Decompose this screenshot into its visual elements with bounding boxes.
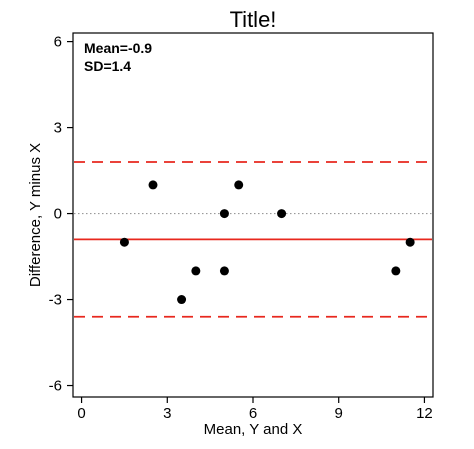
y-tick-label: 3 <box>54 120 62 137</box>
y-tick-label: 6 <box>54 34 62 51</box>
plot-frame <box>72 32 434 398</box>
data-point <box>234 180 244 190</box>
x-tick-label: 6 <box>249 405 257 422</box>
data-point <box>191 266 201 276</box>
x-tick-label: 12 <box>416 405 433 422</box>
y-tick-label: -6 <box>49 378 62 395</box>
sd-annotation: SD=1.4 <box>84 58 131 74</box>
x-tick-label: 3 <box>163 405 171 422</box>
y-tick-label: -3 <box>49 292 62 309</box>
data-point <box>148 180 158 190</box>
chart-title: Title! <box>230 7 277 32</box>
data-point <box>405 237 415 247</box>
data-point <box>119 237 129 247</box>
x-axis-title: Mean, Y and X <box>204 421 303 438</box>
mean-annotation: Mean=-0.9 <box>84 40 152 56</box>
data-point <box>219 209 229 219</box>
y-axis-title: Difference, Y minus X <box>27 143 44 287</box>
x-tick-label: 0 <box>77 405 85 422</box>
x-tick-label: 9 <box>335 405 343 422</box>
data-point <box>277 209 287 219</box>
data-point <box>219 266 229 276</box>
y-tick-label: 0 <box>54 206 62 223</box>
data-point <box>391 266 401 276</box>
data-point <box>177 295 187 305</box>
